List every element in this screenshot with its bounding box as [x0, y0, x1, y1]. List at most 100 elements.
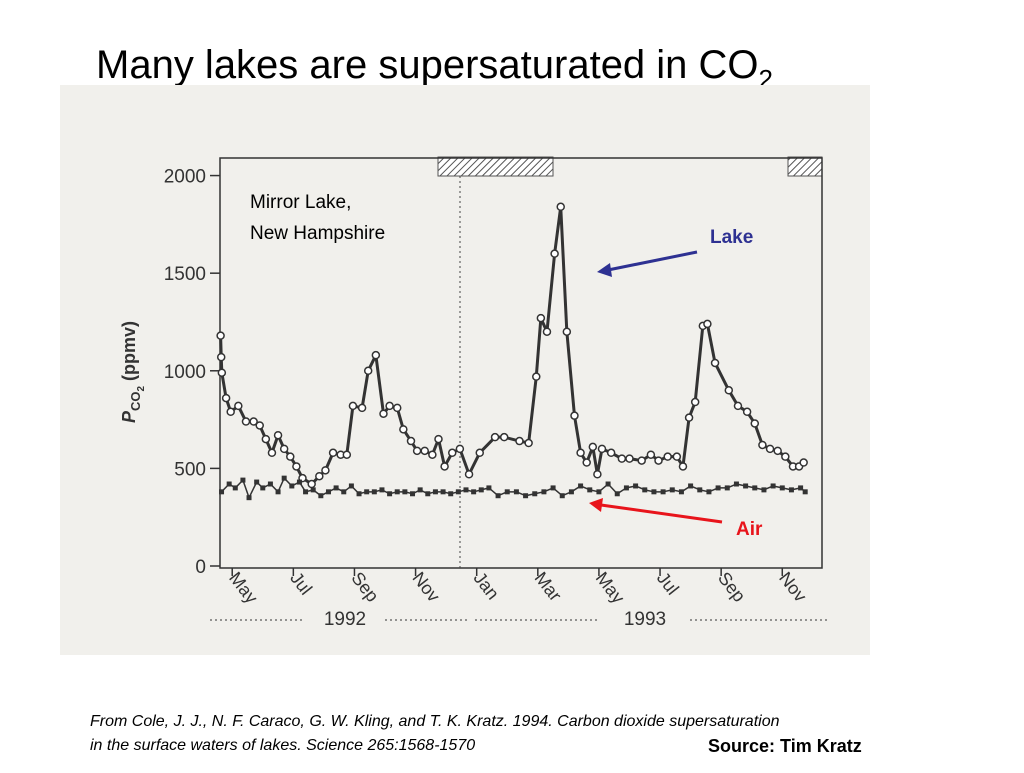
lake-point: [606, 448, 616, 458]
air-point: [232, 485, 238, 491]
citation: From Cole, J. J., N. F. Caraco, G. W. Kl…: [90, 713, 780, 730]
lake-point: [733, 401, 743, 411]
air-point: [219, 489, 225, 495]
lake-point: [582, 458, 591, 467]
air-point: [318, 493, 324, 499]
air-point: [802, 489, 808, 495]
lake-point: [321, 466, 330, 475]
air-point: [568, 489, 574, 495]
air-point: [504, 489, 510, 495]
lake-point: [221, 393, 231, 403]
air-point: [715, 485, 721, 491]
lake-point: [475, 448, 484, 458]
air-point: [448, 491, 454, 497]
year-label: 1992: [324, 609, 366, 630]
lake-point: [249, 417, 258, 426]
slide-title: Many lakes are supersaturated in CO2: [96, 43, 773, 94]
lake-point: [385, 401, 394, 411]
air-point: [281, 475, 287, 481]
air-point: [697, 487, 703, 493]
air-point: [325, 489, 331, 495]
lake-point: [342, 450, 352, 459]
lake-point: [315, 471, 324, 481]
air-point: [417, 487, 423, 493]
lake-point: [217, 368, 227, 377]
lake-point: [750, 419, 760, 428]
air-point: [289, 483, 295, 489]
air-point: [486, 485, 492, 491]
air-point: [463, 487, 469, 493]
lake-point: [226, 407, 235, 417]
air-point: [455, 489, 461, 495]
lake-point: [464, 469, 474, 479]
lake-point: [672, 452, 682, 461]
air-point: [341, 489, 347, 495]
air-point: [614, 491, 620, 497]
lake-point: [307, 479, 316, 489]
air-point: [706, 489, 712, 495]
lake-point: [286, 452, 295, 461]
lake-point: [348, 401, 358, 411]
air-point: [226, 481, 232, 487]
air-point: [348, 483, 354, 489]
lake-point: [216, 352, 226, 362]
air-point: [596, 489, 602, 495]
lake-point: [703, 319, 712, 329]
lake-point: [678, 462, 688, 471]
air-point: [333, 485, 339, 491]
lake-point: [550, 249, 559, 258]
lake-point: [412, 446, 422, 456]
lake-point: [379, 409, 388, 418]
air-point: [425, 491, 431, 497]
lake-point: [646, 450, 656, 459]
lake-point: [428, 450, 437, 459]
lake-point: [663, 452, 672, 461]
lake-point: [440, 462, 449, 471]
air-point: [788, 487, 794, 493]
lake-point: [710, 358, 720, 368]
lake-point: [420, 446, 429, 456]
lake-point: [279, 444, 289, 454]
lake-point: [654, 456, 663, 465]
ice-cover-bar: [437, 156, 554, 177]
air-point: [432, 489, 438, 495]
lake-point: [588, 442, 598, 452]
lake-point: [570, 411, 579, 420]
lake-point: [576, 448, 585, 458]
lake-point: [781, 452, 790, 461]
air-point: [678, 489, 684, 495]
site-label: New Hampshire: [250, 223, 385, 244]
air-point: [296, 479, 302, 485]
lake-point: [292, 462, 301, 471]
air-point: [605, 481, 611, 487]
lake-point: [399, 425, 408, 434]
lake-point: [562, 327, 572, 336]
lake-point: [234, 401, 243, 411]
series-label: Lake: [710, 227, 753, 248]
air-point: [752, 485, 758, 491]
lake-point: [684, 413, 694, 422]
lake-point: [241, 417, 251, 426]
air-point: [410, 491, 416, 497]
air-point: [387, 491, 393, 497]
air-arrow: [600, 503, 723, 524]
lake-point: [758, 440, 767, 450]
air-arrowhead: [589, 498, 603, 512]
lake-point: [556, 202, 565, 212]
air-point: [240, 477, 246, 483]
air-point: [260, 485, 266, 491]
lake-point: [593, 469, 602, 479]
air-point: [623, 485, 629, 491]
air-point: [371, 489, 377, 495]
air-point: [743, 483, 749, 489]
lake-point: [536, 313, 546, 323]
air-point: [254, 479, 260, 485]
lake-point: [267, 448, 277, 458]
lake-point: [724, 386, 734, 395]
y-tick-label: 500: [174, 459, 206, 480]
air-point: [379, 487, 385, 493]
lake-point: [690, 397, 700, 407]
air-point: [587, 487, 593, 493]
lake-point: [742, 407, 752, 417]
